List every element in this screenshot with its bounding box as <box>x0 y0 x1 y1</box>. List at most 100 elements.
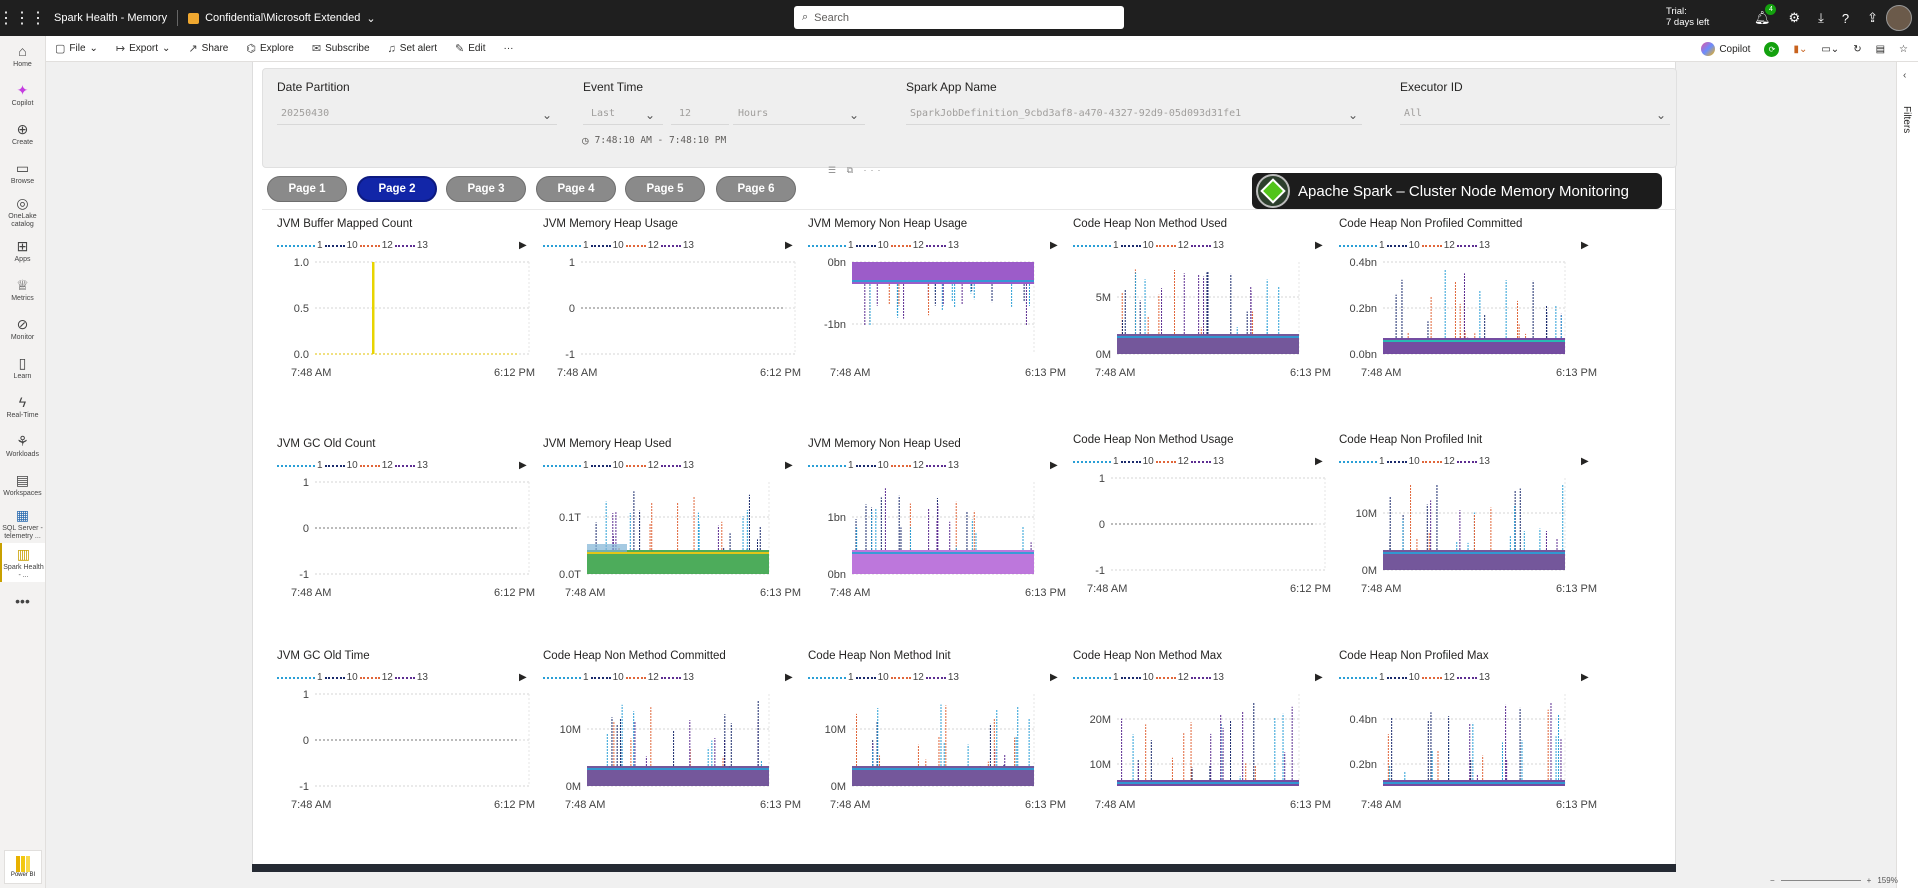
chart-visual[interactable]: Code Heap Non Method Max 1 10 12 13 ▶ 20M 10M 7:… <box>1073 650 1335 832</box>
favorite-icon[interactable]: ☆ <box>1899 43 1908 55</box>
nav-item-report[interactable]: ▥ Spark Health - ... <box>0 543 45 582</box>
nav-item-lightning[interactable]: ϟ Real-Time <box>0 387 45 426</box>
status-icon[interactable]: ⟳ <box>1764 41 1780 57</box>
nav-item-sql[interactable]: ▦ SQL Server - telemetry ... <box>0 504 45 543</box>
page-button-3[interactable]: Page 3 <box>446 176 526 202</box>
legend-next-icon[interactable]: ▶ <box>1581 240 1589 251</box>
chart-legend[interactable]: 1 10 12 13 <box>1339 456 1490 467</box>
zoom-slider[interactable] <box>1780 879 1861 881</box>
legend-next-icon[interactable]: ▶ <box>1315 672 1323 683</box>
legend-next-icon[interactable]: ▶ <box>1050 240 1058 251</box>
chart-visual[interactable]: JVM Memory Heap Used 1 10 12 13 ▶ 0.1T 0.0T 7:48… <box>543 438 805 620</box>
export-menu[interactable]: ↦ Export ⌄ <box>107 36 180 62</box>
nav-item-onelake[interactable]: ◎ OneLake catalog <box>0 192 45 231</box>
legend-next-icon[interactable]: ▶ <box>1050 460 1058 471</box>
search-box[interactable]: ⌕ Search <box>794 6 1124 29</box>
chart-legend[interactable]: 1 10 12 13 <box>1339 672 1490 683</box>
filters-pane[interactable]: ‹ Filters <box>1896 62 1918 888</box>
legend-next-icon[interactable]: ▶ <box>1315 240 1323 251</box>
legend-next-icon[interactable]: ▶ <box>785 460 793 471</box>
help-icon[interactable]: ? <box>1841 10 1850 26</box>
chart-legend[interactable]: 1 10 12 13 <box>1339 240 1490 251</box>
chart-visual[interactable]: Code Heap Non Method Committed 1 10 12 13 ▶ 10… <box>543 650 805 832</box>
nav-item-book[interactable]: ▯ Learn <box>0 348 45 387</box>
subscribe-button[interactable]: ✉ Subscribe <box>303 36 379 62</box>
event-time-mode[interactable]: Last <box>591 108 616 119</box>
nav-item-monitor[interactable]: ⊘ Monitor <box>0 309 45 348</box>
nav-item-folder[interactable]: ▭ Browse <box>0 153 45 192</box>
legend-next-icon[interactable]: ▶ <box>519 240 527 251</box>
chart-visual[interactable]: JVM GC Old Count 1 10 12 13 ▶ 1 0 -1 7:48 AM 6:12 … <box>277 438 539 620</box>
share-feedback-icon[interactable]: ⇪ <box>1867 10 1878 25</box>
zoom-in-icon[interactable]: + <box>1866 875 1872 885</box>
chart-visual[interactable]: JVM Buffer Mapped Count 1 10 12 13 ▶ 1.0 0.5 0.0… <box>277 218 539 400</box>
copilot-button[interactable]: Copilot <box>1701 42 1750 56</box>
file-menu[interactable]: ▢ File ⌄ <box>46 36 107 62</box>
nav-item-home[interactable]: ⌂ Home <box>0 36 45 75</box>
chart-visual[interactable]: JVM GC Old Time 1 10 12 13 ▶ 1 0 -1 7:48 AM 6:12 P… <box>277 650 539 832</box>
chart-visual[interactable]: Code Heap Non Profiled Max 1 10 12 13 ▶ 0.4bn 0… <box>1339 650 1601 832</box>
page-button-2[interactable]: Page 2 <box>357 176 437 202</box>
event-time-unit[interactable]: Hours <box>738 108 769 119</box>
legend-next-icon[interactable]: ▶ <box>785 240 793 251</box>
chart-legend[interactable]: 1 10 12 13 <box>1073 672 1224 683</box>
legend-next-icon[interactable]: ▶ <box>1315 456 1323 467</box>
nav-item-plus-circle[interactable]: ⊕ Create <box>0 114 45 153</box>
comment-icon[interactable]: ▤ <box>1875 43 1886 55</box>
settings-icon[interactable]: ⚙ <box>1788 10 1801 25</box>
chart-legend[interactable]: 1 10 12 13 <box>543 460 694 471</box>
chart-visual[interactable]: JVM Memory Heap Usage 1 10 12 13 ▶ 1 0 -1 7:48 AM… <box>543 218 805 400</box>
visual-header[interactable]: ☰ ⧉ ··· <box>828 165 885 175</box>
explore-button[interactable]: ⌬ Explore <box>237 36 303 62</box>
chart-legend[interactable]: 1 10 12 13 <box>808 240 959 251</box>
chart-visual[interactable]: Code Heap Non Method Init 1 10 12 13 ▶ 10M 0M 7:… <box>808 650 1070 832</box>
chart-visual[interactable]: Code Heap Non Method Usage 1 10 12 13 ▶ 1 0 -1 7:… <box>1073 434 1335 616</box>
page-button-5[interactable]: Page 5 <box>625 176 705 202</box>
legend-next-icon[interactable]: ▶ <box>785 672 793 683</box>
chevron-down-icon[interactable]: ⌄ <box>849 108 860 122</box>
chart-legend[interactable]: 1 10 12 13 <box>543 240 694 251</box>
collapse-filters-icon[interactable]: ‹ <box>1903 70 1907 81</box>
nav-item-apps[interactable]: ⊞ Apps <box>0 231 45 270</box>
app-launcher-icon[interactable]: ⋮⋮⋮ <box>0 10 46 27</box>
refresh-icon[interactable]: ↻ <box>1853 43 1862 55</box>
event-time-slicer[interactable]: Event Time Last ⌄ 12 Hours ⌄ <box>583 80 865 125</box>
chart-legend[interactable]: 1 10 12 13 <box>1073 456 1224 467</box>
legend-next-icon[interactable]: ▶ <box>1050 672 1058 683</box>
chart-visual[interactable]: Code Heap Non Profiled Committed 1 10 12 13 ▶… <box>1339 218 1601 400</box>
spark-app-name-value[interactable]: SparkJobDefinition_9cbd3af8-a470-4327-92… <box>910 108 1242 119</box>
chevron-down-icon[interactable]: ⌄ <box>1348 108 1359 122</box>
zoom-out-icon[interactable]: − <box>1770 875 1775 885</box>
trial-status[interactable]: Trial: 7 days left <box>1666 6 1709 28</box>
chevron-down-icon[interactable]: ⌄ <box>542 108 553 122</box>
event-time-count[interactable]: 12 <box>679 108 692 119</box>
legend-next-icon[interactable]: ▶ <box>1581 456 1589 467</box>
executor-id-slicer[interactable]: Executor ID All ⌄ <box>1400 80 1670 125</box>
notifications-icon[interactable]: 🔔︎ 4 <box>1754 4 1777 26</box>
power-bi-switcher[interactable]: Power BI <box>4 850 42 884</box>
set-alert-button[interactable]: ♫ Set alert <box>379 36 447 62</box>
spark-app-name-slicer[interactable]: Spark App Name SparkJobDefinition_9cbd3a… <box>906 80 1362 125</box>
chevron-down-icon[interactable]: ⌄ <box>1656 108 1667 122</box>
chart-legend[interactable]: 1 10 12 13 <box>1073 240 1224 251</box>
edit-button[interactable]: ✎ Edit <box>446 36 494 62</box>
nav-item-more[interactable]: ••• <box>0 582 45 621</box>
chart-legend[interactable]: 1 10 12 13 <box>277 460 428 471</box>
bookmark-icon[interactable]: ▮⌄ <box>1793 43 1808 55</box>
chart-visual[interactable]: JVM Memory Non Heap Usage 1 10 12 13 ▶ 0bn -1bn… <box>808 218 1070 400</box>
share-button[interactable]: ↗ Share <box>179 36 237 62</box>
chart-visual[interactable]: Code Heap Non Profiled Init 1 10 12 13 ▶ 10M 0M… <box>1339 434 1601 616</box>
chart-legend[interactable]: 1 10 12 13 <box>277 672 428 683</box>
chart-legend[interactable]: 1 10 12 13 <box>543 672 694 683</box>
chart-legend[interactable]: 1 10 12 13 <box>277 240 428 251</box>
chart-legend[interactable]: 1 10 12 13 <box>808 460 959 471</box>
executor-id-value[interactable]: All <box>1404 108 1423 119</box>
legend-next-icon[interactable]: ▶ <box>1581 672 1589 683</box>
date-partition-slicer[interactable]: Date Partition 20250430 ⌄ <box>277 80 557 125</box>
nav-item-workloads[interactable]: ⚘ Workloads <box>0 426 45 465</box>
chevron-down-icon[interactable]: ⌄ <box>645 108 656 122</box>
page-button-6[interactable]: Page 6 <box>716 176 796 202</box>
download-icon[interactable]: ⤓ <box>1818 10 1824 25</box>
chart-legend[interactable]: 1 10 12 13 <box>808 672 959 683</box>
nav-item-trophy[interactable]: ♕ Metrics <box>0 270 45 309</box>
